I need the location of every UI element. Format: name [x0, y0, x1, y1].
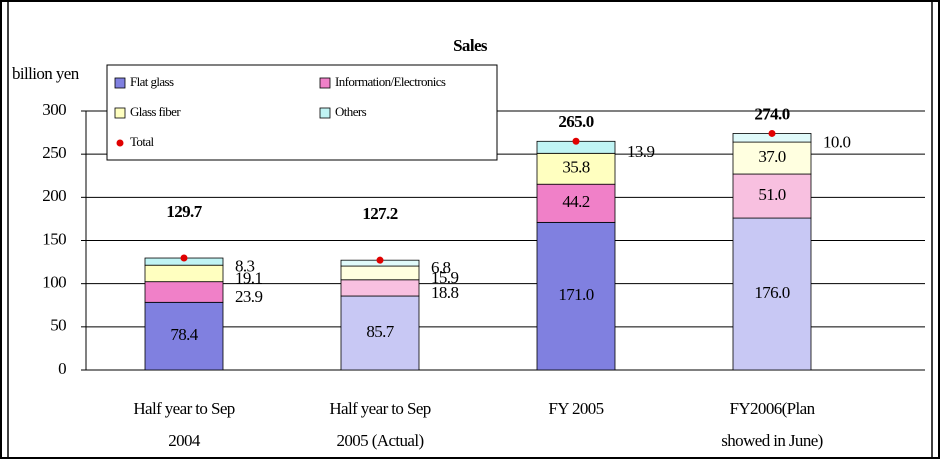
data-label: 171.0 — [558, 285, 593, 304]
y-tick-label: 50 — [50, 316, 66, 335]
bar-segment — [536, 152, 616, 185]
data-label: 15.9 — [431, 268, 458, 287]
bar-segment — [732, 217, 812, 371]
total-label: 274.0 — [754, 104, 789, 123]
chart-frame — [7, 0, 933, 459]
bar-segment — [144, 264, 224, 283]
data-label: 78.4 — [170, 325, 198, 344]
bar-segment — [732, 141, 812, 175]
y-tick-label: 200 — [42, 186, 66, 205]
x-tick-label: Half year to Sep — [329, 399, 430, 418]
data-label: 23.9 — [235, 287, 262, 306]
y-tick-label: 100 — [42, 273, 66, 292]
data-label: 6.8 — [431, 258, 451, 277]
bar-segment — [536, 221, 616, 371]
bar-segment — [340, 295, 420, 371]
x-tick-label: showed in June) — [721, 431, 822, 450]
total-marker — [572, 137, 580, 145]
data-label: 18.8 — [431, 283, 458, 302]
data-label: 37.0 — [758, 147, 785, 166]
total-marker — [376, 256, 384, 264]
legend-label: Flat glass — [130, 74, 174, 89]
x-tick-label: 2004 — [168, 431, 201, 450]
y-axis-label: billion yen — [12, 64, 80, 83]
total-label: 129.7 — [166, 202, 202, 221]
legend-label: Total — [130, 134, 155, 149]
y-tick-label: 250 — [42, 143, 66, 162]
legend-swatch — [114, 107, 126, 119]
bar-segment — [340, 265, 420, 281]
data-label: 51.0 — [758, 185, 785, 204]
data-label: 85.7 — [366, 322, 394, 341]
total-marker — [180, 254, 188, 262]
legend-swatch — [319, 107, 331, 119]
y-tick-label: 150 — [42, 229, 66, 248]
y-tick-label: 300 — [42, 100, 66, 119]
legend-label: Glass fiber — [130, 104, 181, 119]
data-label: 35.8 — [562, 158, 589, 177]
legend-label: Others — [335, 104, 367, 119]
x-tick-label: FY2006(Plan — [729, 399, 815, 418]
data-label: 8.3 — [235, 257, 255, 276]
data-label: 176.0 — [754, 283, 789, 302]
y-tick-label: 0 — [58, 359, 66, 378]
legend-box — [106, 64, 498, 161]
total-label: 265.0 — [558, 112, 593, 131]
legend-label: Information/Electronics — [335, 74, 446, 89]
data-label: 10.0 — [823, 133, 850, 152]
chart-title: Sales — [453, 36, 488, 55]
data-label: 19.1 — [235, 268, 262, 287]
bar-segment — [536, 183, 616, 223]
total-label: 127.2 — [362, 204, 397, 223]
data-label: 13.9 — [627, 142, 654, 161]
data-label: 44.2 — [562, 192, 589, 211]
bar-segment — [340, 279, 420, 297]
x-tick-label: FY 2005 — [548, 399, 603, 418]
bar-segment — [144, 301, 224, 371]
legend-swatch — [114, 77, 126, 89]
total-marker — [768, 129, 776, 137]
x-tick-label: 2005 (Actual) — [336, 431, 423, 450]
bar-segment — [144, 281, 224, 303]
legend-swatch — [116, 139, 124, 147]
x-tick-label: Half year to Sep — [133, 399, 234, 418]
bar-segment — [732, 173, 812, 219]
legend-swatch — [319, 77, 331, 89]
